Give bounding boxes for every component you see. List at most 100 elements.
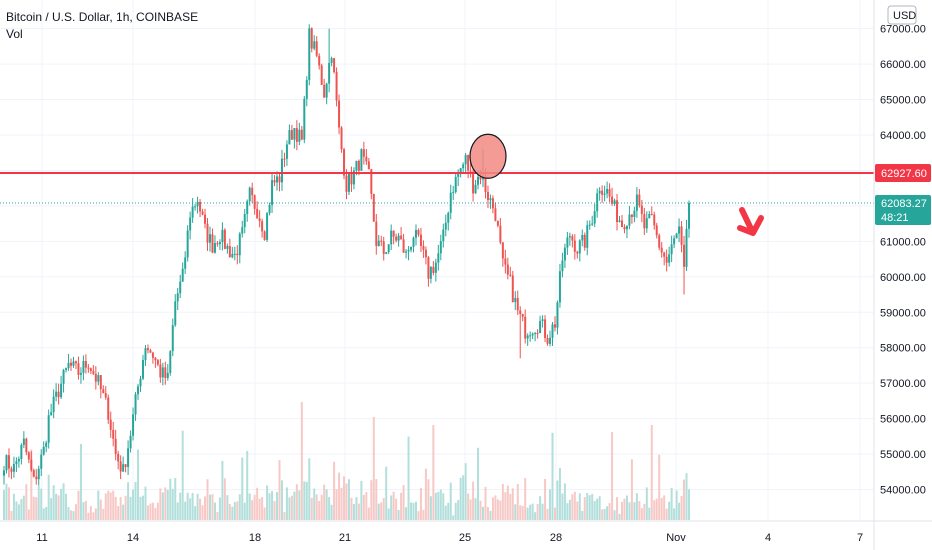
volume-bar xyxy=(630,459,633,520)
candle-body xyxy=(370,169,373,194)
price-tick-label: 58000.00 xyxy=(880,343,926,355)
price-tick-label: 54000.00 xyxy=(880,485,926,497)
candle-body xyxy=(27,452,30,460)
candle-body xyxy=(330,58,333,63)
volume-bar xyxy=(414,501,417,520)
volume-bar xyxy=(204,496,207,520)
candle-body xyxy=(653,214,656,226)
volume-bar xyxy=(236,501,239,520)
volume-bar xyxy=(77,490,80,520)
volume-bar xyxy=(680,495,683,520)
volume-bar xyxy=(70,510,73,520)
volume-bar xyxy=(514,504,517,520)
candle-body xyxy=(99,375,102,390)
current-price-tag[interactable]: 62083.27 48:21 xyxy=(875,194,931,225)
volume-bar xyxy=(385,466,388,520)
volume-bar xyxy=(87,512,90,520)
highlight-circle[interactable] xyxy=(469,133,507,179)
volume-bar xyxy=(141,495,144,520)
candle-body xyxy=(563,247,566,261)
candle-body xyxy=(201,211,204,215)
volume-bar xyxy=(137,449,140,520)
candle-body xyxy=(593,211,596,224)
volume-bar xyxy=(387,508,390,520)
candle-body xyxy=(457,173,460,177)
candle-body xyxy=(318,55,321,66)
volume-bar xyxy=(352,503,355,520)
symbol-title[interactable]: Bitcoin / U.S. Dollar, 1h, COINBASE xyxy=(6,10,198,24)
candle-body xyxy=(124,464,127,467)
candle-body xyxy=(452,191,455,193)
volume-bar xyxy=(333,461,336,520)
volume-bar xyxy=(521,505,524,520)
candle-body xyxy=(474,184,477,194)
volume-bar xyxy=(434,492,437,520)
resistance-price-tag[interactable]: 62927.60 xyxy=(875,164,931,183)
volume-bar xyxy=(419,488,422,520)
volume-bar xyxy=(144,486,147,520)
volume-bar xyxy=(97,490,100,520)
candle-body xyxy=(357,160,360,171)
time-tick-label: 11 xyxy=(36,532,47,544)
time-tick-label: 7 xyxy=(857,532,863,544)
candle-body xyxy=(278,176,281,183)
candle-body xyxy=(385,252,388,254)
volume-bar xyxy=(429,496,432,520)
candle-body xyxy=(673,238,676,245)
volume-bar xyxy=(194,506,197,520)
candle-body xyxy=(206,223,209,243)
candle-body xyxy=(181,268,184,282)
volume-bar xyxy=(442,493,445,520)
candle-body xyxy=(628,214,631,226)
candle-body xyxy=(581,234,584,241)
currency-button[interactable]: USD xyxy=(887,5,917,25)
candle-body xyxy=(437,253,440,263)
candle-body xyxy=(271,180,274,205)
candle-body xyxy=(583,234,586,248)
volume-label[interactable]: Vol xyxy=(6,27,23,41)
candle-body xyxy=(514,297,517,303)
candle-body xyxy=(303,98,306,140)
price-tick-label: 59000.00 xyxy=(880,307,926,319)
volume-bar xyxy=(529,504,532,520)
candle-body xyxy=(213,243,216,253)
volume-bar xyxy=(405,507,408,520)
candle-body xyxy=(25,438,28,453)
candle-body xyxy=(22,438,25,445)
volume-bar xyxy=(439,489,442,520)
volume-bar xyxy=(298,490,301,520)
candle-body xyxy=(526,335,529,339)
volume-bar xyxy=(588,495,591,520)
volume-bar xyxy=(109,492,112,520)
candle-body xyxy=(338,100,341,128)
candle-body xyxy=(129,435,132,449)
candle-body xyxy=(382,241,385,254)
volume-bar xyxy=(271,491,274,520)
candle-body xyxy=(293,128,296,140)
candle-body xyxy=(139,378,142,387)
down-arrow-icon[interactable] xyxy=(737,207,764,236)
candle-body xyxy=(511,275,514,303)
candle-body xyxy=(360,149,363,171)
volume-bar xyxy=(606,506,609,520)
volume-bar xyxy=(660,497,663,520)
volume-bar xyxy=(238,494,241,520)
volume-bar xyxy=(119,497,122,520)
candle-body xyxy=(618,220,621,223)
volume-bar xyxy=(189,498,192,520)
candle-body xyxy=(400,235,403,240)
price-axis[interactable] xyxy=(874,0,932,522)
candle-body xyxy=(45,442,48,447)
volume-bar xyxy=(616,497,619,520)
volume-bar xyxy=(566,503,569,520)
candle-body xyxy=(486,192,489,201)
candle-body xyxy=(119,461,122,472)
candle-body xyxy=(146,348,149,351)
volume-bar xyxy=(501,483,504,520)
candle-body xyxy=(218,242,221,245)
volume-bar xyxy=(670,487,673,520)
candle-body xyxy=(556,302,559,328)
volume-bar xyxy=(643,503,646,520)
volume-bar xyxy=(293,491,296,520)
